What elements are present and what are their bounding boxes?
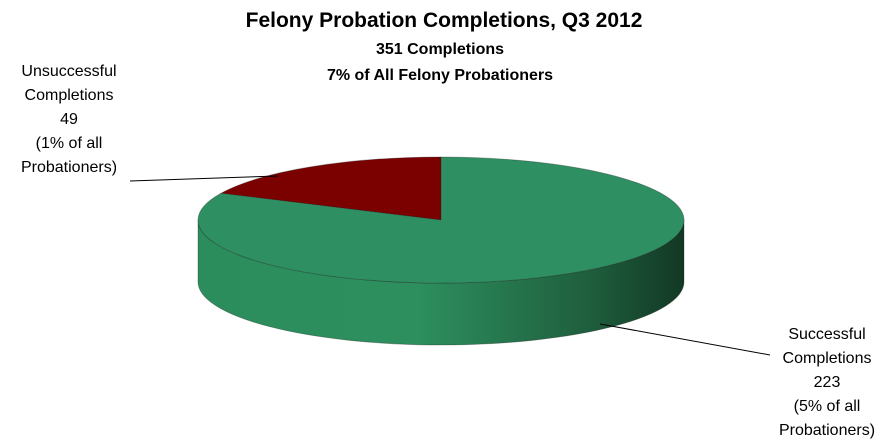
unsuccessful-label-line-1: Unsuccessful <box>21 63 116 80</box>
pie-slice-successful <box>197 156 685 284</box>
leader-line-unsuccessful <box>129 175 279 182</box>
slice-label-successful: Successful Completions 223 (5% of all Pr… <box>779 326 875 439</box>
chart-subtitle-line-1: 351 Completions <box>376 41 504 58</box>
chart-title: Felony Probation Completions, Q3 2012 <box>246 9 643 32</box>
leader-line-successful <box>599 323 771 356</box>
unsuccessful-label-line-4: (1% of all <box>36 135 103 152</box>
successful-label-line-5: Probationers) <box>779 422 875 439</box>
slice-label-unsuccessful: Unsuccessful Completions 49 (1% of all P… <box>21 63 117 176</box>
successful-label-line-4: (5% of all <box>794 398 861 415</box>
successful-label-line-1: Successful <box>788 326 865 343</box>
pie-slice-unsuccessful <box>219 156 442 221</box>
unsuccessful-label-line-3: 49 <box>60 111 78 128</box>
successful-label-line-3: 223 <box>814 374 841 391</box>
successful-label-line-2: Completions <box>783 350 872 367</box>
unsuccessful-label-line-5: Probationers) <box>21 159 117 176</box>
unsuccessful-label-line-2: Completions <box>25 87 114 104</box>
chart-subtitle-line-2: 7% of All Felony Probationers <box>327 67 553 84</box>
pie-top-faces <box>197 156 685 284</box>
